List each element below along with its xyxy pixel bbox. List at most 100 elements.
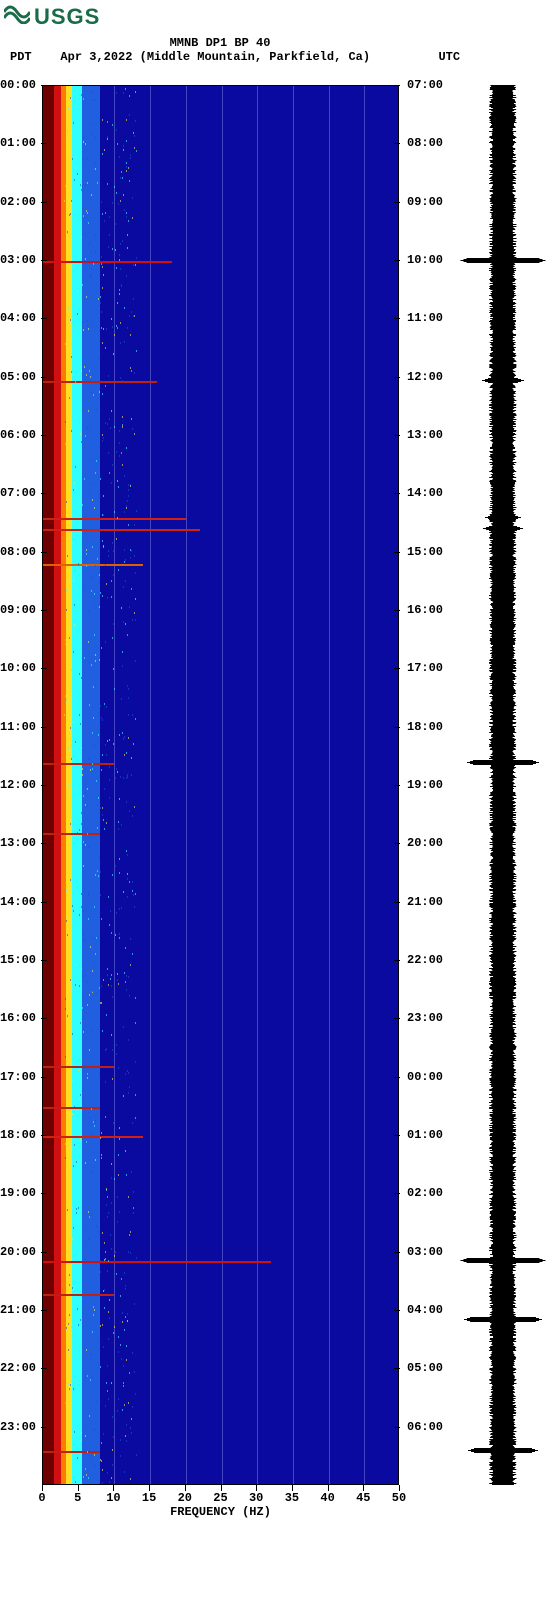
spectrogram-speckle [69, 732, 70, 734]
spectrogram-speckle [116, 451, 117, 453]
spectrogram-speckle [122, 651, 123, 653]
spectrogram-speckle [95, 99, 96, 101]
spectrogram-speckle [116, 912, 117, 914]
spectrogram-gridline [257, 86, 258, 1484]
spectrogram-speckle [71, 758, 72, 760]
spectrogram-speckle [83, 1476, 84, 1478]
spectrogram-speckle [119, 254, 120, 256]
y-tick-label-right: 10:00 [407, 253, 443, 267]
spectrogram-speckle [124, 549, 125, 551]
y-tick-label-left: 20:00 [0, 1245, 36, 1259]
spectrogram-speckle [123, 1026, 124, 1028]
spectrogram-speckle [81, 823, 82, 825]
spectrogram-speckle [66, 609, 67, 611]
spectrogram-speckle [135, 264, 136, 266]
spectrogram-speckle [104, 788, 105, 790]
spectrogram-speckle [74, 470, 75, 472]
spectrogram-speckle [108, 452, 109, 454]
spectrogram-speckle [97, 827, 98, 829]
spectrogram-speckle [128, 1092, 129, 1094]
spectrogram-speckle [82, 975, 83, 977]
spectrogram-speckle [132, 1352, 133, 1354]
spectrogram-speckle [87, 182, 88, 184]
spectrogram-speckle [94, 1309, 95, 1311]
spectrogram-speckle [74, 624, 75, 626]
y-tick-mark-right [394, 843, 400, 844]
spectrogram-speckle [116, 768, 117, 770]
spectrogram-speckle [74, 556, 75, 558]
spectrogram-speckle [73, 1080, 74, 1082]
spectrogram-speckle [81, 747, 82, 749]
spectrogram-speckle [95, 251, 96, 253]
timezone-right: UTC [438, 50, 460, 64]
spectrogram-speckle [88, 610, 89, 612]
y-tick-label-left: 10:00 [0, 661, 36, 675]
spectrogram-speckle [100, 1002, 101, 1004]
spectrogram-speckle [80, 525, 81, 527]
spectrogram-speckle [108, 550, 109, 552]
y-tick-mark-left [41, 435, 47, 436]
spectrogram-speckle [118, 203, 119, 205]
usgs-logo-text: USGS [34, 4, 100, 30]
spectrogram-speckle [79, 1200, 80, 1202]
spectrogram-speckle [135, 91, 136, 93]
y-tick-label-right: 20:00 [407, 836, 443, 850]
plot-title-line2: PDT Apr 3,2022 (Middle Mountain, Parkfie… [0, 50, 552, 64]
spectrogram-speckle [106, 1382, 107, 1384]
y-tick-label-left: 16:00 [0, 1011, 36, 1025]
spectrogram-speckle [117, 302, 118, 304]
spectrogram-speckle [80, 885, 81, 887]
spectrogram-speckle [123, 586, 124, 588]
spectrogram-speckle [130, 964, 131, 966]
spectrogram-speckle [134, 906, 135, 908]
spectrogram-speckle [107, 968, 108, 970]
spectrogram-speckle [112, 542, 113, 544]
spectrogram-event [43, 1294, 114, 1296]
spectrogram-speckle [102, 213, 103, 215]
spectrogram-speckle [73, 1012, 74, 1014]
spectrogram-speckle [69, 671, 70, 673]
spectrogram-speckle [66, 590, 67, 592]
spectrogram-speckle [106, 754, 107, 756]
date-station: Apr 3,2022 (Middle Mountain, Parkfield, … [60, 50, 370, 64]
spectrogram-speckle [68, 1383, 69, 1385]
spectrogram-speckle [95, 1159, 96, 1161]
spectrogram-speckle [132, 1122, 133, 1124]
y-tick-mark-left [41, 202, 47, 203]
spectrogram-speckle [82, 1007, 83, 1009]
spectrogram-speckle [93, 394, 94, 396]
y-tick-mark-right [394, 1193, 400, 1194]
spectrogram-panel [42, 85, 399, 1485]
spectrogram-speckle [122, 424, 123, 426]
spectrogram-speckle [132, 881, 133, 883]
spectrogram-speckle [133, 315, 134, 317]
y-tick-label-right: 03:00 [407, 1245, 443, 1259]
spectrogram-speckle [112, 637, 113, 639]
spectrogram-speckle [127, 854, 128, 856]
spectrogram-speckle [111, 1382, 112, 1384]
spectrogram-speckle [104, 1259, 105, 1261]
spectrogram-speckle [66, 920, 67, 922]
spectrogram-speckle [98, 875, 99, 877]
usgs-wave-icon [4, 4, 30, 30]
spectrogram-speckle [119, 858, 120, 860]
spectrogram-speckle [102, 814, 103, 816]
spectrogram-speckle [93, 1330, 94, 1332]
y-tick-mark-left [41, 960, 47, 961]
spectrogram-speckle [84, 939, 85, 941]
spectrogram-speckle [128, 484, 129, 486]
spectrogram-speckle [81, 1440, 82, 1442]
spectrogram-speckle [88, 846, 89, 848]
spectrogram-speckle [66, 501, 67, 503]
spectrogram-speckle [129, 1234, 130, 1236]
spectrogram-speckle [109, 739, 110, 741]
spectrogram-speckle [99, 712, 100, 714]
waveform-burst [473, 764, 533, 765]
spectrogram-speckle [67, 510, 68, 512]
spectrogram-speckle [127, 1320, 128, 1322]
spectrogram-speckle [100, 1325, 101, 1327]
spectrogram-speckle [93, 690, 94, 692]
y-tick-label-left: 19:00 [0, 1186, 36, 1200]
spectrogram-event [43, 1136, 143, 1138]
spectrogram-speckle [70, 979, 71, 981]
